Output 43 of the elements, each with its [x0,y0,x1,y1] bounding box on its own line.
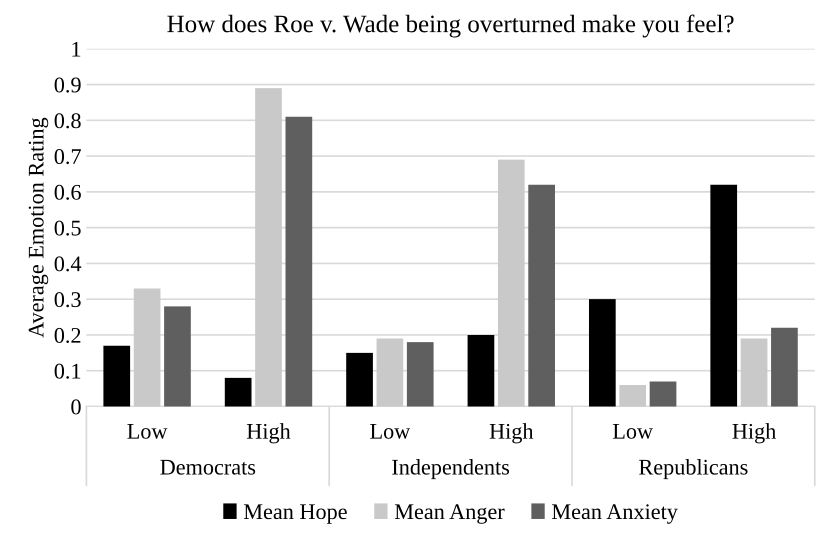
bar [498,160,525,406]
y-tick-label: 0 [71,399,81,414]
bar [346,352,373,406]
bar [134,288,160,406]
bar [771,328,798,406]
x-tick-label: Low [612,424,653,439]
bar [588,299,616,406]
x-tick-label: High [246,423,290,444]
x-tick-label: High [490,423,534,444]
x-tick-label: Low [127,424,168,439]
bar [224,378,252,406]
y-tick-label: 0.8 [54,113,81,128]
legend-label: Mean Anger [394,504,505,524]
y-tick-label: 1 [72,42,80,56]
bar [376,338,404,406]
bar [740,338,768,406]
bar [164,306,191,406]
legend-label: Mean Hope [244,504,347,524]
y-tick-label: 0.6 [54,184,81,200]
y-axis-title: Average Emotion Rating [28,118,48,338]
chart-title: How does Roe v. Wade being overturned make you feel? [167,14,734,38]
bar [528,184,555,406]
y-tick-label: 0.5 [54,220,81,236]
bar [406,342,434,406]
text: Democrats [160,460,256,475]
x-tick-label: High [732,423,776,444]
text: Independents [392,459,510,480]
bar [650,381,676,406]
y-tick-label: 0.2 [54,328,80,343]
y-tick-label: 0.7 [54,149,81,164]
bar [255,88,282,406]
text: Republicans [639,459,748,480]
y-tick-label: 0.3 [54,292,81,308]
y-tick-label: 0.4 [54,256,82,272]
bar [468,334,494,406]
bar [286,116,312,406]
legend-label: Mean Anxiety [552,504,678,524]
bar [619,385,646,406]
y-tick-label: 0.1 [54,364,80,379]
bar [103,346,130,406]
bar [710,184,738,406]
y-tick-label: 0.9 [54,77,81,93]
x-tick-label: Low [370,424,410,439]
